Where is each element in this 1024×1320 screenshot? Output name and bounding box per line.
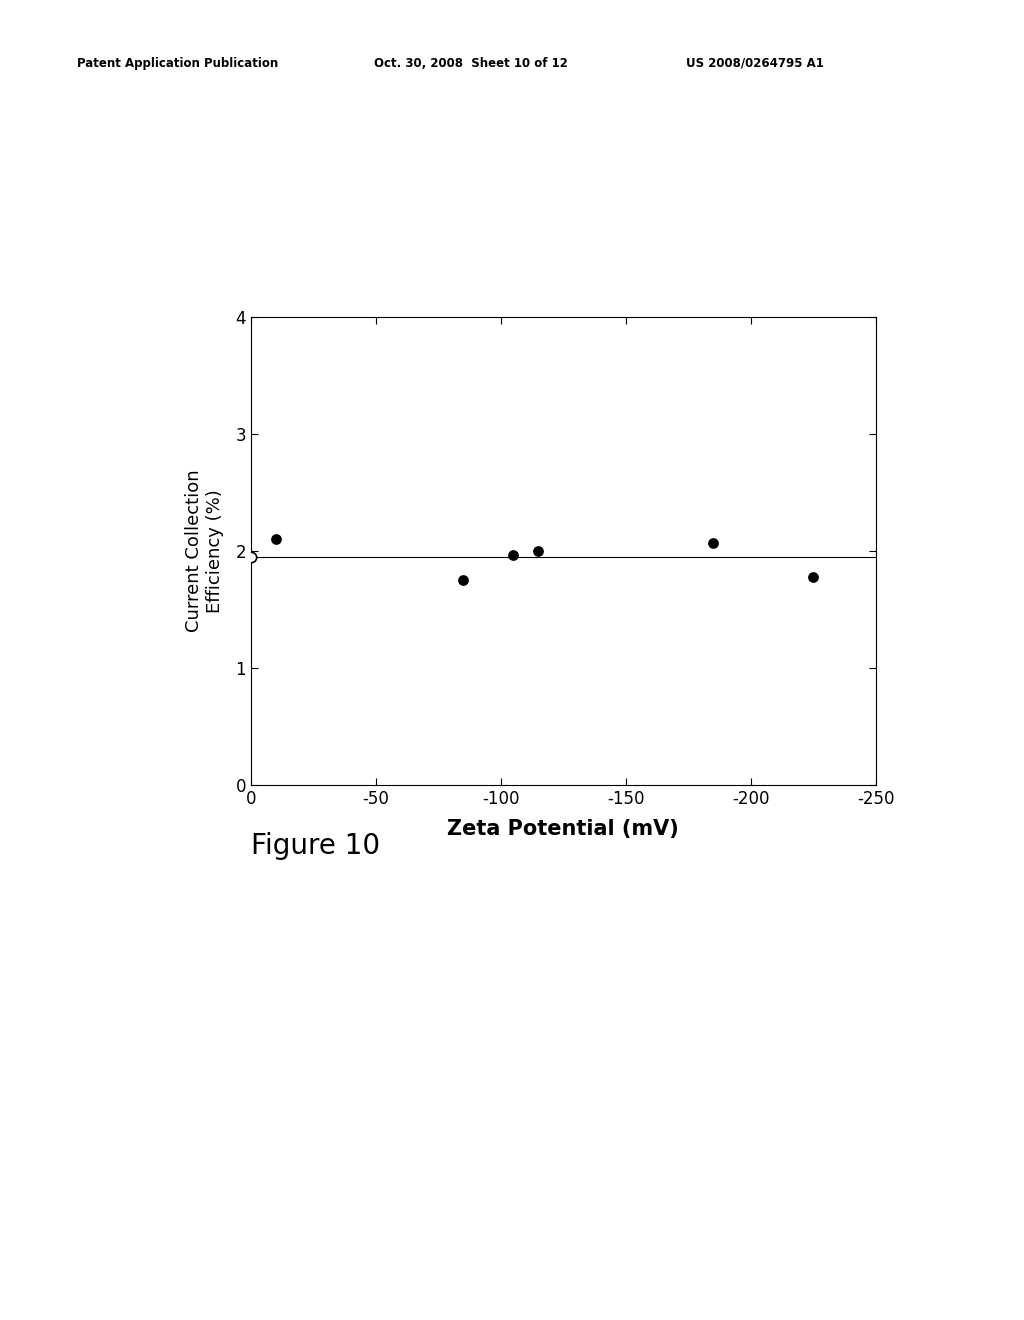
Text: Patent Application Publication: Patent Application Publication	[77, 57, 279, 70]
Y-axis label: Current Collection
Efficiency (%): Current Collection Efficiency (%)	[185, 470, 224, 632]
Text: Figure 10: Figure 10	[251, 832, 380, 859]
Point	[505, 544, 521, 565]
Point	[530, 541, 547, 562]
Point	[705, 532, 721, 553]
X-axis label: Zeta Potential (mV): Zeta Potential (mV)	[447, 820, 679, 840]
Point	[805, 566, 821, 587]
Text: Oct. 30, 2008  Sheet 10 of 12: Oct. 30, 2008 Sheet 10 of 12	[374, 57, 567, 70]
Text: US 2008/0264795 A1: US 2008/0264795 A1	[686, 57, 824, 70]
Point	[455, 570, 471, 591]
Point	[267, 529, 284, 550]
Point	[243, 546, 259, 568]
